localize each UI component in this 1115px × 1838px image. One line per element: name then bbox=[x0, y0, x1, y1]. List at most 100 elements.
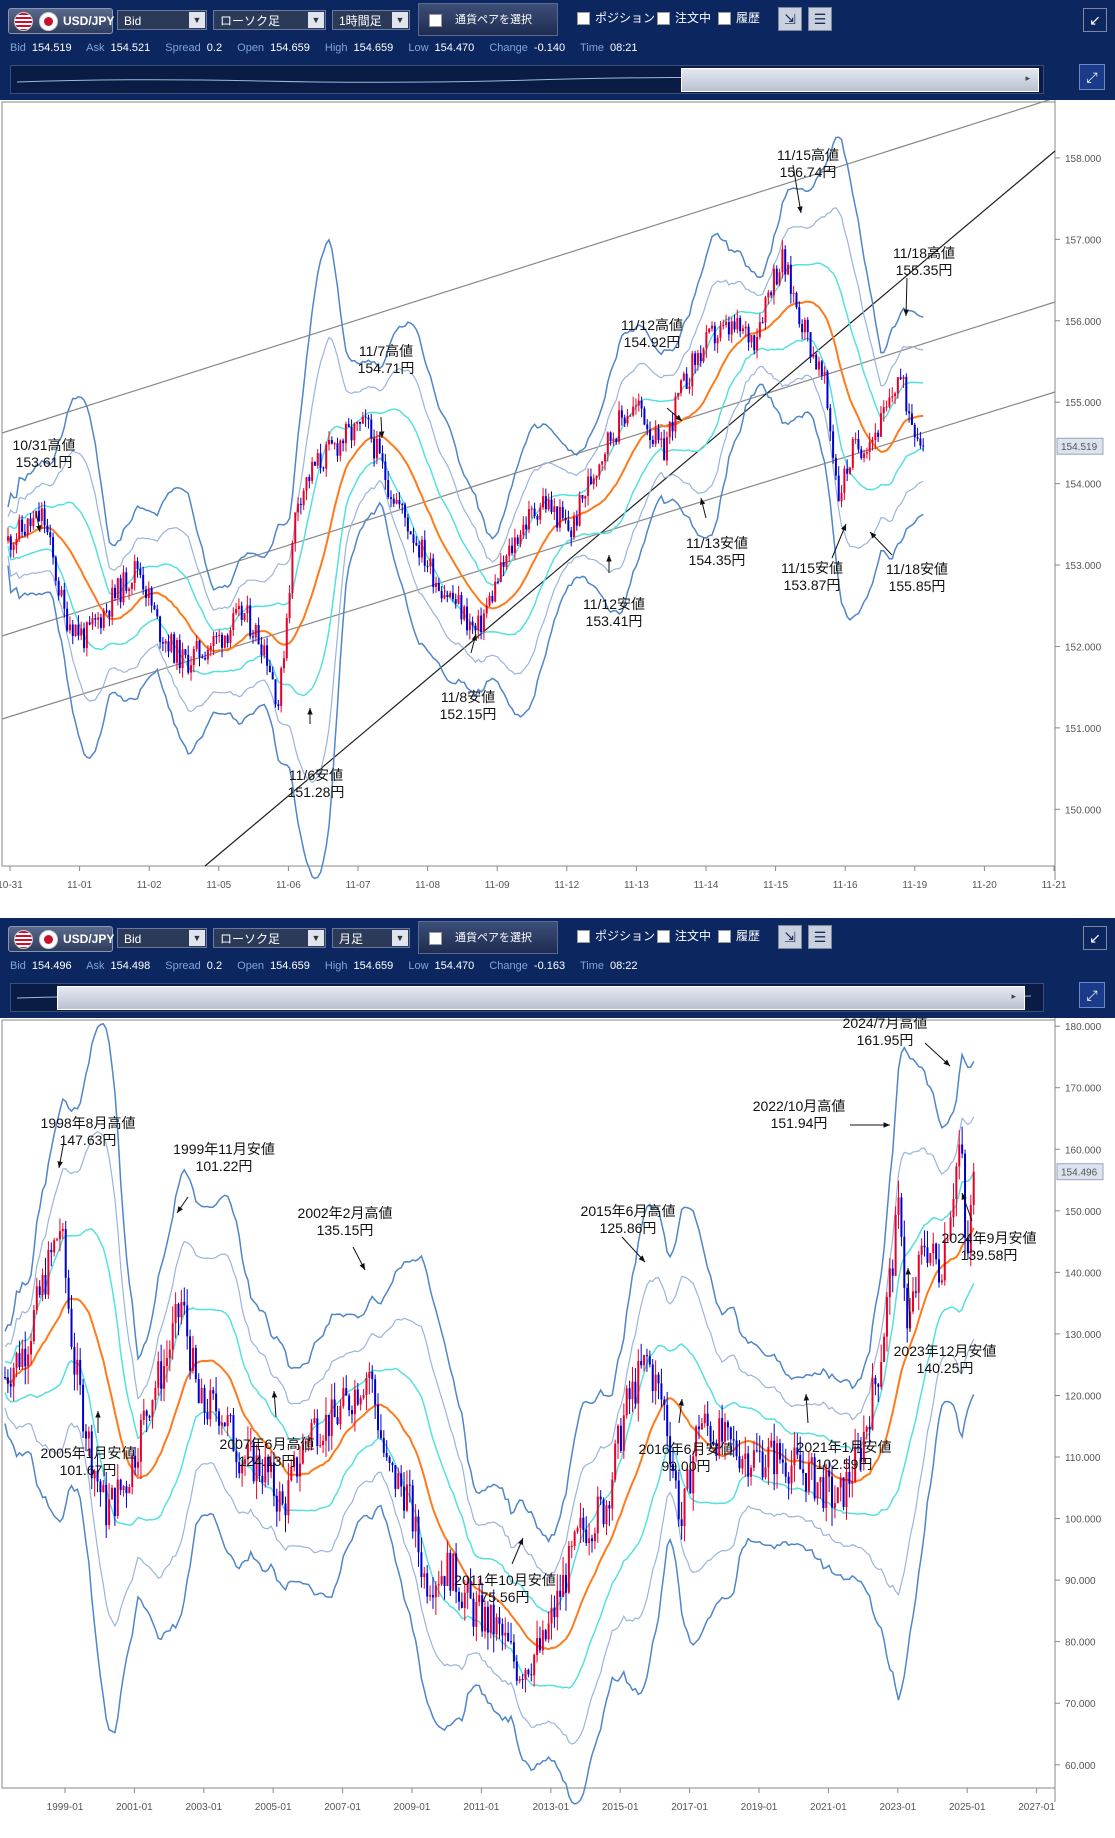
candle-body bbox=[284, 1503, 287, 1516]
candle-body bbox=[735, 1440, 738, 1457]
candle-body bbox=[388, 1457, 391, 1463]
candle-body bbox=[128, 588, 131, 591]
expand-icon[interactable]: ⤢ bbox=[1079, 982, 1105, 1008]
candle-body bbox=[829, 408, 832, 432]
candle-body bbox=[119, 1479, 122, 1491]
price-type-dropdown[interactable]: Bid ▼ bbox=[117, 928, 207, 948]
candle-body bbox=[232, 613, 235, 631]
order-icon-button[interactable]: ⇲ bbox=[778, 7, 802, 31]
list-icon-button[interactable]: ☰ bbox=[808, 925, 832, 949]
pair-selector[interactable]: USD/JPY bbox=[8, 8, 114, 34]
candle-body bbox=[573, 1531, 576, 1546]
candle-body bbox=[215, 1393, 218, 1412]
candle-body bbox=[896, 377, 899, 394]
chevron-down-icon: ▼ bbox=[392, 930, 408, 946]
pair-selector[interactable]: USD/JPY bbox=[8, 926, 114, 952]
toolbar: USD/JPY Bid ▼ ローソク足 ▼ 月足 ▼ 通貨ペアを選択 ポジション 注文… bbox=[0, 918, 1115, 1018]
list-icon-button[interactable]: ☰ bbox=[808, 7, 832, 31]
candle-body bbox=[398, 499, 401, 505]
candle-body bbox=[359, 1397, 362, 1405]
price-type-dropdown[interactable]: Bid ▼ bbox=[117, 10, 207, 30]
y-tick-label: 151.000 bbox=[1065, 724, 1102, 735]
x-tick-label: 11-15 bbox=[763, 880, 788, 891]
candle-body bbox=[547, 499, 550, 510]
candle-body bbox=[657, 428, 660, 441]
candle-body bbox=[206, 1412, 209, 1420]
candle-body bbox=[795, 292, 798, 308]
range-navigator[interactable]: ▸ bbox=[10, 983, 1044, 1012]
candle-body bbox=[906, 1287, 909, 1329]
select-pair-button[interactable]: 通貨ペアを選択 bbox=[418, 3, 558, 36]
chart-type-value: ローソク足 bbox=[220, 932, 281, 946]
candle-body bbox=[389, 497, 392, 499]
candle-body bbox=[525, 524, 528, 530]
candle-body bbox=[578, 495, 581, 526]
candle-body bbox=[203, 1387, 206, 1413]
y-tick-label: 70.000 bbox=[1065, 1699, 1096, 1710]
candle-body bbox=[651, 1364, 654, 1392]
range-navigator[interactable]: ▸ bbox=[10, 65, 1044, 94]
timeframe-dropdown[interactable]: 1時間足 ▼ bbox=[332, 10, 410, 30]
candle-body bbox=[533, 508, 536, 517]
candle-body bbox=[663, 1399, 666, 1405]
candle-body bbox=[649, 429, 652, 440]
candle-body bbox=[218, 634, 221, 637]
history-checkbox[interactable]: 履歴 bbox=[718, 927, 760, 944]
candle-body bbox=[365, 1377, 368, 1396]
expand-icon[interactable]: ⤢ bbox=[1079, 64, 1105, 90]
bid-value: 154.496 bbox=[31, 960, 72, 972]
candle-body bbox=[826, 371, 829, 409]
orders-checkbox[interactable]: 注文中 bbox=[657, 927, 711, 944]
position-label: ポジション bbox=[595, 929, 656, 943]
candle-body bbox=[90, 1431, 93, 1479]
candle-body bbox=[102, 610, 105, 628]
candle-body bbox=[375, 438, 378, 459]
candle-body bbox=[790, 1465, 793, 1484]
candle-body bbox=[709, 1425, 712, 1442]
candle-body bbox=[351, 1410, 353, 1415]
candle-body bbox=[301, 1443, 304, 1464]
candle-body bbox=[711, 325, 713, 329]
candle-body bbox=[640, 1361, 643, 1366]
candle-body bbox=[654, 1374, 657, 1392]
order-icon-button[interactable]: ⇲ bbox=[778, 925, 802, 949]
history-checkbox[interactable]: 履歴 bbox=[718, 9, 760, 26]
candlestick-chart[interactable]: 158.000 157.000 156.000 155.000 154.000 153.0… bbox=[0, 100, 1115, 916]
candle-body bbox=[414, 1516, 417, 1532]
candle-body bbox=[21, 519, 24, 532]
chart-type-dropdown[interactable]: ローソク足 ▼ bbox=[213, 928, 326, 948]
candle-body bbox=[961, 1144, 964, 1154]
candle-body bbox=[592, 478, 595, 485]
candle-body bbox=[147, 588, 150, 598]
collapse-arrow-icon[interactable]: ↙ bbox=[1083, 8, 1107, 32]
candle-body bbox=[180, 1301, 183, 1318]
candlestick-chart[interactable]: 180.000 170.000 160.000 150.000 140.000 130.0… bbox=[0, 1018, 1115, 1838]
orders-checkbox[interactable]: 注文中 bbox=[657, 9, 711, 26]
candle-body bbox=[913, 424, 916, 438]
x-tick-label: 11-13 bbox=[624, 880, 649, 891]
candle-body bbox=[130, 582, 133, 589]
candle-body bbox=[63, 589, 66, 609]
candle-body bbox=[784, 1462, 787, 1477]
candle-body bbox=[567, 1545, 570, 1593]
range-window-handle[interactable]: ▸ bbox=[57, 986, 1025, 1010]
candle-body bbox=[400, 1473, 403, 1487]
candle-body bbox=[863, 453, 866, 459]
select-pair-button[interactable]: 通貨ペアを選択 bbox=[418, 921, 558, 954]
candle-body bbox=[364, 416, 367, 418]
candle-body bbox=[423, 539, 426, 566]
candle-body bbox=[420, 1552, 423, 1578]
candle-body bbox=[505, 555, 508, 567]
position-checkbox[interactable]: ポジション bbox=[577, 9, 655, 26]
candle-body bbox=[212, 635, 215, 647]
candle-body bbox=[457, 595, 460, 604]
range-window-handle[interactable]: ▸ bbox=[681, 68, 1039, 92]
candle-body bbox=[891, 1268, 894, 1276]
position-checkbox[interactable]: ポジション bbox=[577, 927, 655, 944]
candle-body bbox=[361, 416, 364, 424]
candle-body bbox=[261, 1476, 264, 1483]
collapse-arrow-icon[interactable]: ↙ bbox=[1083, 926, 1107, 950]
timeframe-dropdown[interactable]: 月足 ▼ bbox=[332, 928, 410, 948]
candle-body bbox=[781, 1459, 784, 1463]
chart-type-dropdown[interactable]: ローソク足 ▼ bbox=[213, 10, 326, 30]
